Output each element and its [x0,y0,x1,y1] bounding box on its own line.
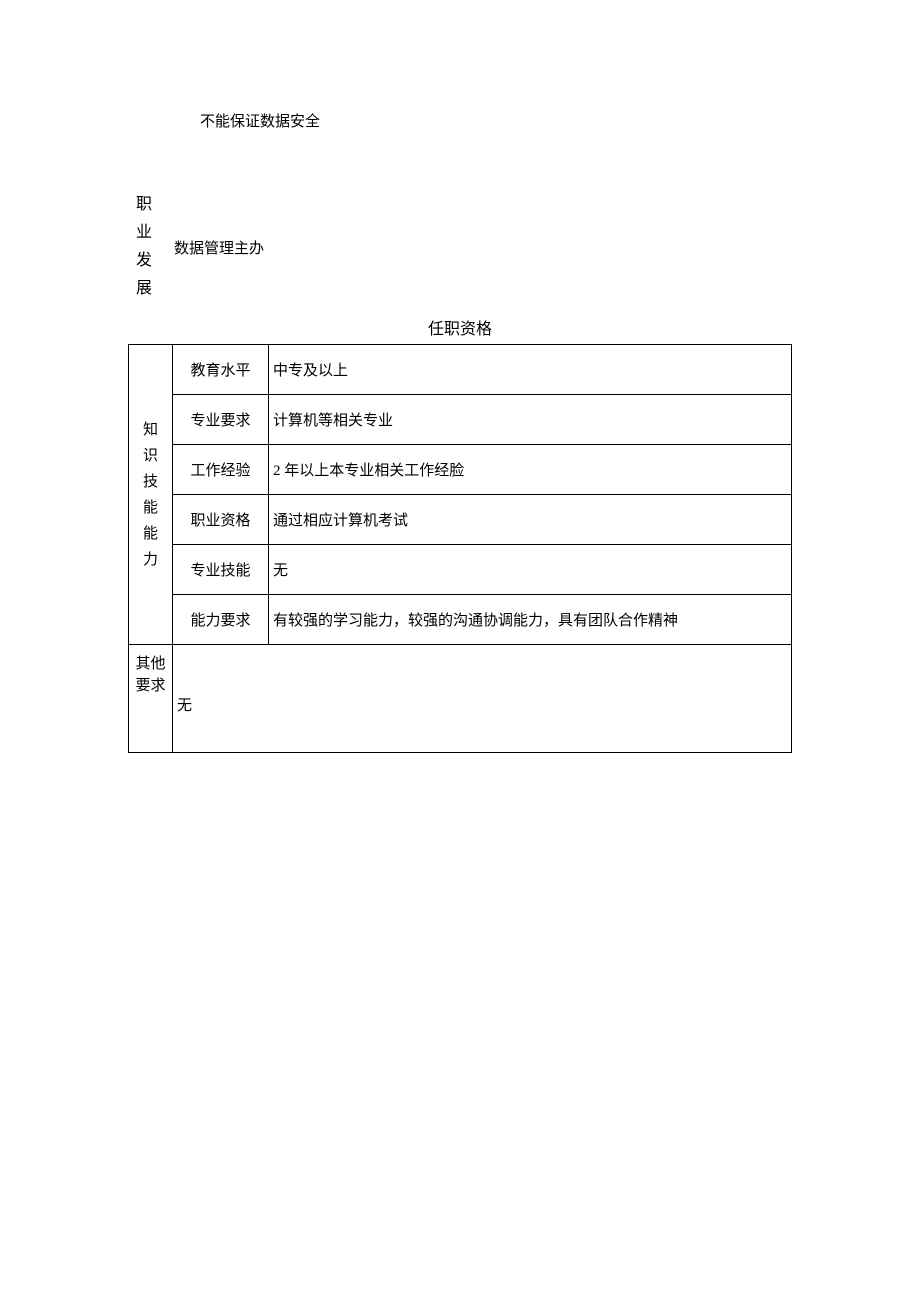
row-label: 教育水平 [173,345,269,395]
other-value: 无 [173,645,792,753]
table-row: 专业要求 计算机等相关专业 [129,395,792,445]
table-row: 职业资格 通过相应计算机考试 [129,495,792,545]
other-label-line: 其他 [131,653,170,675]
other-label: 其他要求 [129,645,173,753]
row-label: 能力要求 [173,595,269,645]
career-label-char: 业 [128,219,160,247]
category-char: 知 [131,417,170,443]
row-label: 工作经验 [173,445,269,495]
other-label-line: 要求 [131,675,170,697]
row-value: 有较强的学习能力，较强的沟通协调能力，具有团队合作精神 [269,595,792,645]
row-value: 通过相应计算机考试 [269,495,792,545]
row-value: 中专及以上 [269,345,792,395]
row-label: 专业技能 [173,545,269,595]
table-row: 能力要求 有较强的学习能力，较强的沟通协调能力，具有团队合作精神 [129,595,792,645]
category-cell: 知 识 技 能 能 力 [129,345,173,645]
table-row: 工作经验 2 年以上本专业相关工作经脸 [129,445,792,495]
career-label-char: 职 [128,191,160,219]
category-char: 技 [131,469,170,495]
career-label-char: 展 [128,275,160,303]
career-row: 职 业 发 展 数据管理主办 [128,191,792,303]
row-value: 计算机等相关专业 [269,395,792,445]
career-label: 职 业 发 展 [128,191,160,303]
row-label: 职业资格 [173,495,269,545]
table-row: 其他要求 无 [129,645,792,753]
category-char: 能 [131,521,170,547]
category-char: 力 [131,547,170,573]
row-label: 专业要求 [173,395,269,445]
row-value: 2 年以上本专业相关工作经脸 [269,445,792,495]
table-row: 知 识 技 能 能 力 教育水平 中专及以上 [129,345,792,395]
section-title: 任职资格 [128,315,792,339]
table-row: 专业技能 无 [129,545,792,595]
career-label-char: 发 [128,247,160,275]
row-value: 无 [269,545,792,595]
qualifications-table: 知 识 技 能 能 力 教育水平 中专及以上 专业要求 计算机等相关专业 工作经… [128,344,792,753]
category-char: 能 [131,495,170,521]
category-char: 识 [131,443,170,469]
career-value: 数据管理主办 [174,237,264,258]
top-note-text: 不能保证数据安全 [200,110,792,131]
